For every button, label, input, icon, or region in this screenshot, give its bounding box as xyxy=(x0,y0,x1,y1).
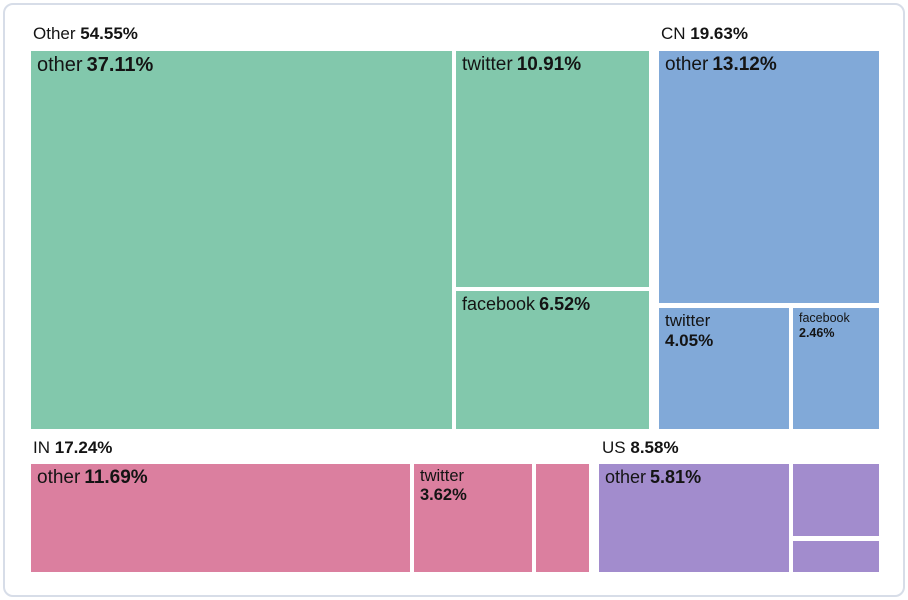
group-name: Other xyxy=(33,24,76,43)
tile-value: 4.05% xyxy=(665,331,714,351)
tile-label: facebook xyxy=(462,294,536,314)
tile-value: 6.52% xyxy=(539,294,591,314)
treemap-tile-us-other[interactable]: other 5.81% xyxy=(599,464,789,572)
group-label-us: US 8.58% xyxy=(602,438,679,458)
tile-label: other xyxy=(37,467,81,488)
treemap-tile-in-facebook-unlabeled[interactable] xyxy=(536,464,589,572)
treemap-tile-cn-other[interactable]: other 13.12% xyxy=(659,51,879,303)
treemap-tile-in-other[interactable]: other 11.69% xyxy=(31,464,410,572)
group-label-in: IN 17.24% xyxy=(33,438,112,458)
treemap-tile-us-facebook-unlabeled[interactable] xyxy=(793,541,879,572)
tile-value: 10.91% xyxy=(516,54,582,75)
tile-label: other xyxy=(37,54,83,76)
tile-value: 37.11% xyxy=(86,54,154,76)
tile-label: other xyxy=(605,467,647,487)
treemap-tile-other-twitter[interactable]: twitter 10.91% xyxy=(456,51,649,287)
tile-label: twitter xyxy=(665,311,711,330)
group-percent: 17.24% xyxy=(54,438,113,457)
group-label-other: Other 54.55% xyxy=(33,24,138,44)
tile-value: 13.12% xyxy=(712,54,777,75)
tile-label: other xyxy=(665,54,709,75)
group-percent: 8.58% xyxy=(630,438,679,457)
group-percent: 19.63% xyxy=(690,24,748,43)
tile-label: facebook xyxy=(799,311,850,325)
treemap-tile-other-other[interactable]: other 37.11% xyxy=(31,51,452,429)
treemap-tile-cn-twitter[interactable]: twitter 4.05% xyxy=(659,308,789,429)
treemap-tile-in-twitter[interactable]: twitter 3.62% xyxy=(414,464,532,572)
tile-value: 3.62% xyxy=(420,486,467,505)
tile-value: 11.69% xyxy=(84,467,148,488)
group-label-cn: CN 19.63% xyxy=(661,24,748,44)
tile-label: twitter xyxy=(462,54,513,75)
tile-value: 5.81% xyxy=(650,467,702,487)
group-name: US xyxy=(602,438,626,457)
group-name: CN xyxy=(661,24,686,43)
treemap-tile-other-facebook[interactable]: facebook 6.52% xyxy=(456,291,649,429)
treemap-tile-cn-facebook[interactable]: facebook 2.46% xyxy=(793,308,879,429)
group-name: IN xyxy=(33,438,50,457)
tile-value: 2.46% xyxy=(799,325,835,340)
group-percent: 54.55% xyxy=(80,24,138,43)
treemap-tile-us-twitter-unlabeled[interactable] xyxy=(793,464,879,536)
tile-label: twitter xyxy=(420,467,465,485)
